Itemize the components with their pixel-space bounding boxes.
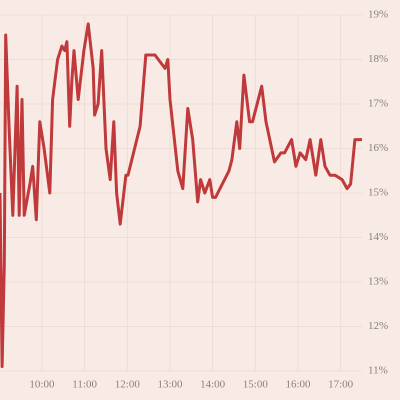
x-tick-label: 11:00 — [72, 379, 97, 391]
x-tick-label: 16:00 — [285, 379, 311, 391]
x-tick-label: 15:00 — [243, 379, 269, 391]
x-tick-label: 13:00 — [157, 379, 183, 391]
x-tick-label: 14:00 — [200, 379, 226, 391]
x-tick-label: 12:00 — [115, 379, 141, 391]
x-tick-label: 17:00 — [328, 379, 354, 391]
y-tick-label: 19% — [368, 9, 388, 21]
y-tick-label: 14% — [368, 231, 388, 243]
y-tick-label: 16% — [368, 142, 388, 154]
x-tick-label: 10:00 — [29, 379, 55, 391]
y-tick-label: 11% — [368, 365, 388, 377]
y-tick-label: 18% — [368, 53, 388, 65]
y-tick-label: 17% — [368, 98, 388, 110]
line — [0, 22, 362, 369]
y-tick-label: 13% — [368, 276, 388, 288]
y-tick-label: 12% — [368, 320, 388, 332]
y-tick-label: 15% — [368, 187, 388, 199]
